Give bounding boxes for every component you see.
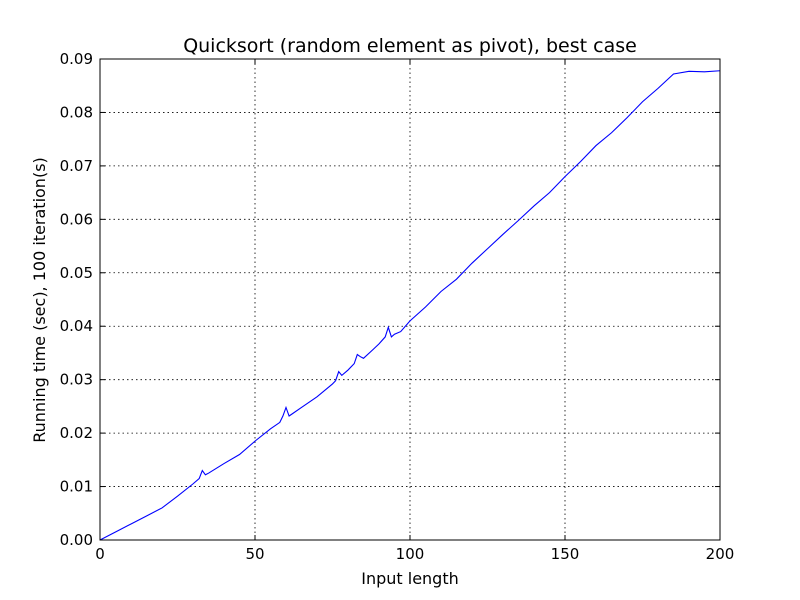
x-tick-label: 100 — [396, 545, 425, 563]
x-tick-label: 150 — [551, 545, 580, 563]
series-layer — [99, 70, 721, 541]
y-tick-label: 0.03 — [60, 371, 93, 389]
y-axis-label: Running time (sec), 100 iteration(s) — [30, 157, 49, 443]
series-line — [99, 70, 721, 541]
chart-title: Quicksort (random element as pivot), bes… — [183, 35, 637, 57]
y-tick-label: 0.09 — [60, 50, 93, 68]
y-tick-label: 0.06 — [60, 210, 93, 228]
y-tick-label: 0.08 — [60, 103, 93, 121]
y-tick-label: 0.00 — [60, 531, 93, 549]
y-tick-label: 0.04 — [60, 317, 93, 335]
y-tick-labels: 0.00 0.01 0.02 0.03 0.04 0.05 0.06 0.07 0.08 0.09 — [60, 50, 93, 549]
x-tick-label: 200 — [706, 545, 735, 563]
x-tick-label: 50 — [245, 545, 264, 563]
y-tick-label: 0.07 — [60, 157, 93, 175]
y-tick-label: 0.02 — [60, 424, 93, 442]
y-tick-label: 0.05 — [60, 264, 93, 282]
plot-frame — [99, 58, 721, 541]
y-tick-label: 0.01 — [60, 478, 93, 496]
x-tick-labels: 0 50 100 150 200 — [95, 545, 734, 563]
x-axis-label: Input length — [361, 569, 459, 588]
x-tick-label: 0 — [95, 545, 105, 563]
